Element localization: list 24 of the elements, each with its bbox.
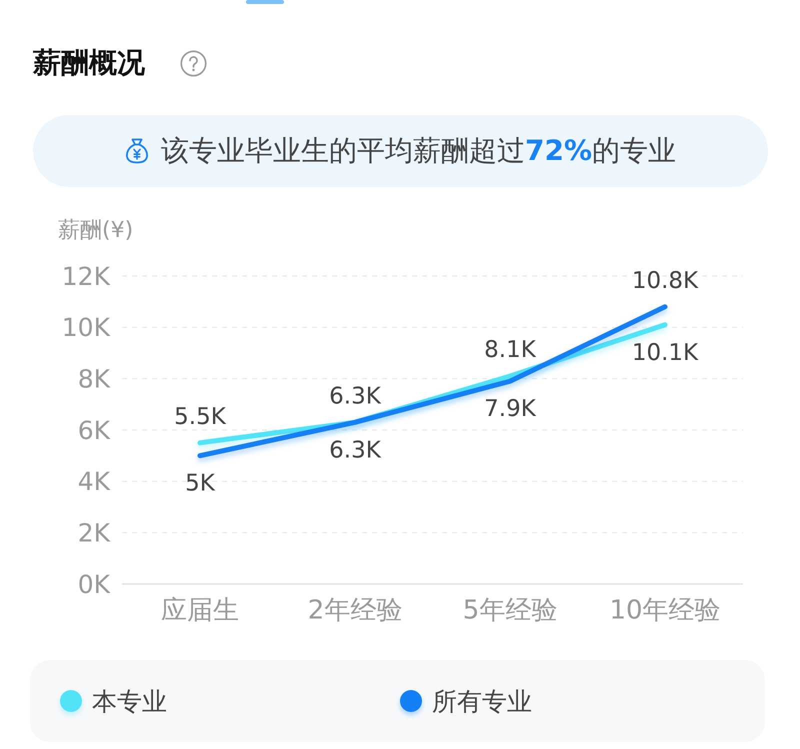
y-tick-label: 12K (62, 262, 111, 291)
chart-title: 薪酬概况 (33, 46, 145, 79)
data-label: 5K (185, 470, 216, 497)
data-label: 8.1K (484, 337, 537, 364)
data-label: 10.8K (632, 268, 700, 294)
data-label: 6.3K (329, 383, 382, 410)
y-tick-label: 2K (78, 518, 111, 548)
y-tick-label: 8K (78, 364, 111, 394)
y-tick-label: 6K (78, 416, 111, 445)
chart-subtitle: 该专业毕业生的平均薪酬超过72%的专业 (160, 134, 676, 167)
x-tick-label: 10年经验 (609, 595, 721, 626)
data-label: 5.5K (174, 404, 227, 430)
y-tick-label: 0K (78, 570, 111, 599)
x-tick-label: 5年经验 (462, 595, 558, 626)
data-label: 10.1K (632, 340, 700, 366)
x-tick-label: 应届生 (161, 595, 239, 626)
legend-label: 所有专业 (432, 686, 532, 716)
y-tick-label: 4K (78, 467, 111, 496)
data-label: 7.9K (484, 396, 537, 422)
x-tick-label: 2年经验 (308, 595, 402, 626)
y-tick-label: 10K (62, 313, 111, 342)
data-label: 6.3K (329, 437, 382, 464)
y-axis-title: 薪酬(¥) (58, 218, 134, 243)
legend-label: 本专业 (92, 686, 167, 716)
